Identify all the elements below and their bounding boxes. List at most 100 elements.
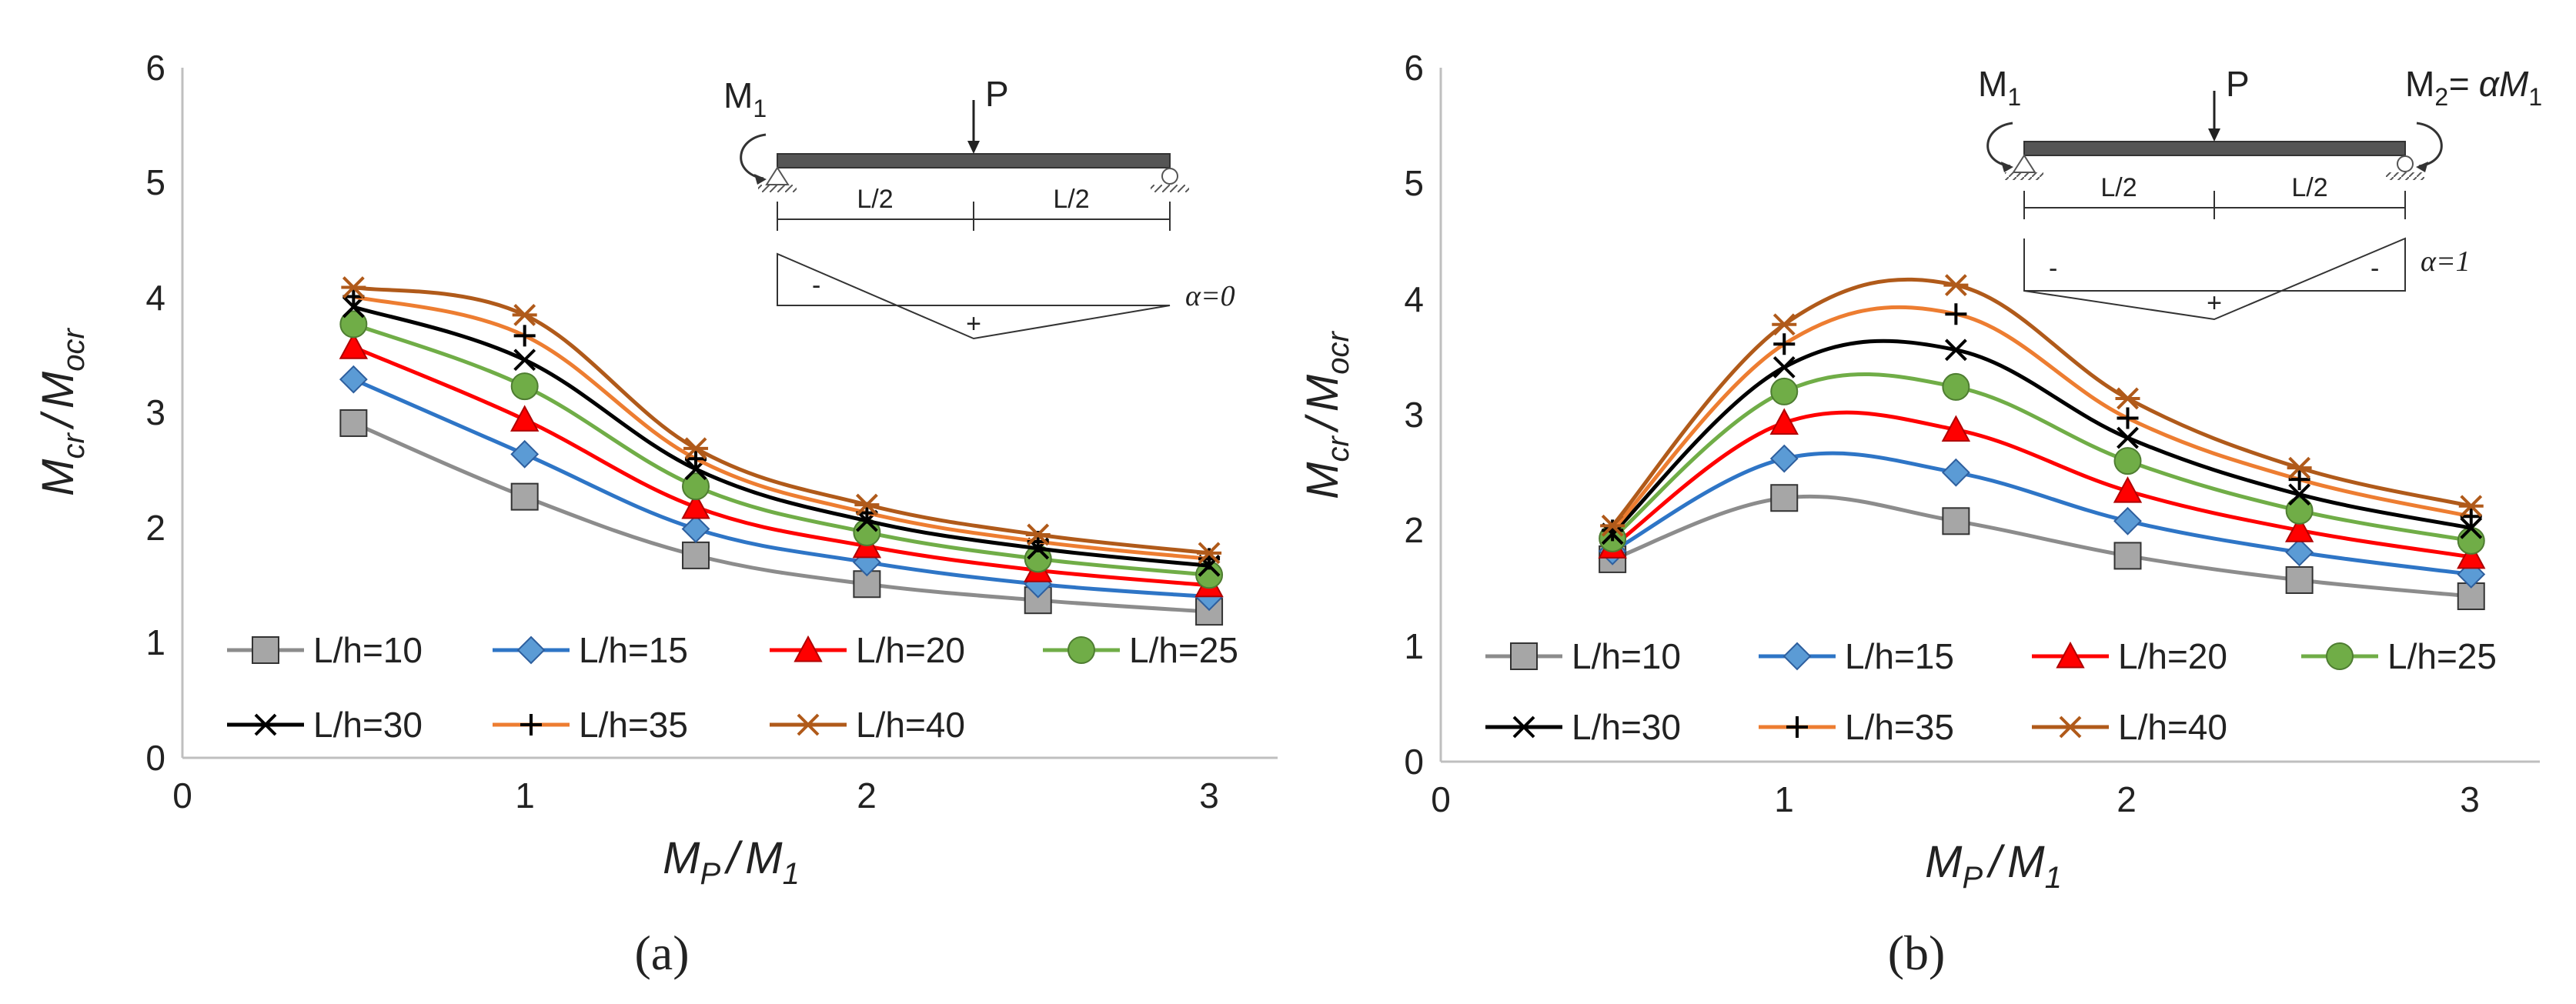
- data-point: [1770, 484, 1799, 512]
- data-point: [1941, 458, 1970, 487]
- moment-diagram: [777, 252, 1171, 340]
- panel-b-x-axis-title: MP / M1: [1925, 837, 2062, 895]
- data-point: [2460, 505, 2482, 528]
- panel-a-x-axis-title: MP / M1: [663, 833, 800, 891]
- moment-sign-minus-right: -: [2371, 254, 2379, 283]
- panel-a-ytick: 1: [145, 622, 165, 662]
- panel-b-series: [1598, 274, 2486, 611]
- data-point: [1769, 408, 1799, 435]
- legend-label: L/h=15: [579, 630, 688, 670]
- panel-b-xtick: 0: [1431, 779, 1451, 819]
- data-point: [339, 409, 368, 437]
- panel-a-axes: [181, 68, 1278, 759]
- series-L/h=10: [1599, 484, 2485, 611]
- data-point: [513, 325, 536, 347]
- data-point: [1945, 303, 1967, 325]
- panel-b-axes: [1439, 68, 2540, 763]
- legend-swatch-marker: [516, 635, 546, 665]
- panel-b-ytick: 2: [1404, 510, 1424, 550]
- support-hatch-left: [758, 185, 797, 192]
- dim-label-left: L/2: [857, 185, 893, 214]
- data-point: [513, 349, 536, 372]
- data-point: [2117, 407, 2139, 429]
- legend-swatch-marker: [1512, 715, 1535, 739]
- legend-entry: L/h=20: [770, 630, 965, 670]
- load-label: P: [2226, 64, 2250, 104]
- legend-swatch-marker: [254, 713, 277, 736]
- data-point: [681, 492, 710, 519]
- data-point: [2288, 469, 2310, 491]
- series-line: [1611, 451, 2472, 576]
- data-point: [339, 365, 368, 394]
- series-L/h=35: [342, 285, 1221, 570]
- data-point: [2113, 447, 2142, 475]
- moment-sign-minus-left: -: [2049, 254, 2057, 283]
- moment-diagram: [2023, 237, 2406, 321]
- legend-label: L/h=10: [313, 630, 423, 670]
- moment-arrowhead-left: [2001, 162, 2013, 172]
- load-arrow-head: [2208, 128, 2220, 142]
- data-point: [510, 439, 540, 469]
- data-point: [1941, 415, 1971, 442]
- legend-label: L/h=25: [2387, 636, 2497, 676]
- data-point: [2457, 526, 2485, 555]
- moment-arrowhead-right: [2416, 162, 2428, 172]
- data-point: [2285, 538, 2314, 567]
- panel-b-ticks: 0 1 2 3 4 5 6 0 1 2 3: [1404, 48, 2479, 819]
- legend-entry: L/h=35: [1759, 707, 1954, 747]
- moment-label-m1: M1: [723, 75, 767, 122]
- panel-b-ytick: 4: [1404, 279, 1424, 319]
- data-point: [1770, 377, 1799, 405]
- moment-sign-plus: +: [966, 309, 981, 339]
- panel-b-ytick: 1: [1404, 626, 1424, 666]
- series-line: [352, 377, 1210, 599]
- series-L/h=40: [341, 276, 1222, 565]
- pin-support-left: [2012, 154, 2036, 173]
- support-hatch-right: [1151, 185, 1189, 192]
- legend-label: L/h=10: [1572, 636, 1681, 676]
- panel-a-ytick: 4: [145, 278, 165, 318]
- legend-entry: L/h=25: [2301, 636, 2497, 676]
- data-point: [2288, 483, 2311, 506]
- beam: [2023, 141, 2406, 156]
- series-L/h=30: [342, 295, 1221, 577]
- legend-entry: L/h=10: [1485, 636, 1681, 676]
- legend-entry: L/h=30: [227, 705, 423, 745]
- support-hatch-left: [2005, 172, 2043, 180]
- load-label: P: [985, 74, 1009, 114]
- series-line: [1611, 410, 2472, 559]
- data-point: [2113, 506, 2142, 535]
- data-point: [2457, 542, 2486, 569]
- data-point: [1769, 444, 1799, 473]
- legend-swatch-marker: [2058, 715, 2083, 739]
- moment-arrow-right: [2416, 122, 2443, 168]
- panel-b-ytick: 3: [1404, 395, 1424, 435]
- data-point: [2284, 515, 2314, 542]
- data-point: [685, 448, 707, 470]
- legend-swatch-marker: [1782, 642, 1812, 671]
- series-L/h=20: [339, 332, 1224, 598]
- data-point: [682, 541, 710, 569]
- legend-swatch-marker: [794, 635, 823, 662]
- dim-label-right: L/2: [2291, 173, 2327, 202]
- moment-label-m1: M1: [1978, 64, 2021, 111]
- data-point: [2115, 387, 2140, 410]
- data-point: [854, 493, 880, 516]
- panel-b-xtick: 2: [2117, 779, 2137, 819]
- legend-entry: L/h=20: [2032, 636, 2227, 676]
- moment-sign-plus: +: [2207, 289, 2222, 318]
- data-point: [683, 437, 709, 460]
- legend-swatch-marker: [796, 713, 820, 736]
- legend-entry: L/h=30: [1485, 707, 1681, 747]
- moment-sign-minus: -: [812, 271, 820, 300]
- data-point: [1772, 355, 1796, 379]
- data-point: [681, 515, 710, 543]
- series-line: [352, 295, 1210, 561]
- chart-panel-b: 0 1 2 3 4 5 6 0 1 2 3 MP / M1 Mcr/Mocr L/h…: [1298, 48, 2542, 980]
- data-point: [510, 482, 539, 511]
- legend-swatch-marker: [2056, 641, 2085, 669]
- legend-label: L/h=25: [1129, 630, 1238, 670]
- data-point: [1772, 313, 1797, 336]
- moment-arrow-left: [740, 133, 767, 180]
